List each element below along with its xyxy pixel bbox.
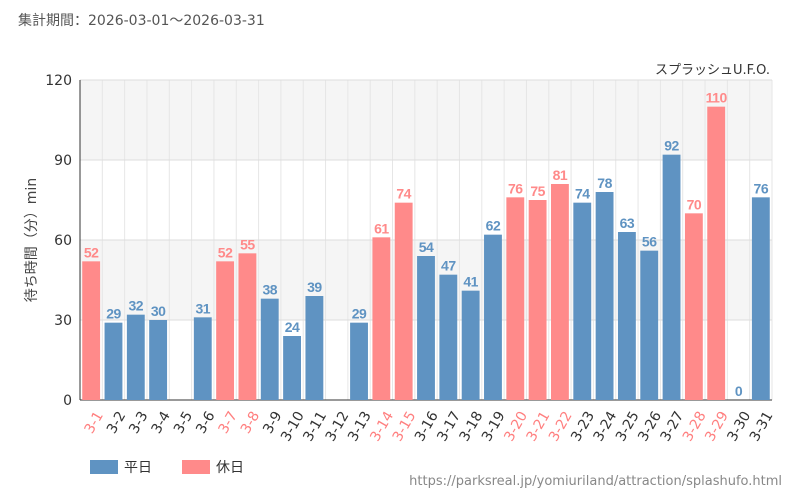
bar [372,237,391,400]
bar-value-label: 30 [151,303,166,319]
bar-value-label: 52 [84,244,99,260]
y-tick-label: 30 [54,313,72,329]
bar-value-label: 39 [307,279,322,295]
bar-value-label: 29 [106,306,121,322]
bar [216,261,235,400]
bar [506,197,525,400]
bar [640,250,659,400]
bar-value-label: 74 [396,186,411,202]
bar-value-label: 47 [441,258,456,274]
x-tick-label: 3-1 [82,409,107,437]
bar-value-label: 92 [664,138,679,154]
bar-value-label: 24 [285,319,300,335]
bar [528,200,547,400]
x-tick-label: 3-8 [238,409,263,437]
bar [305,296,324,400]
bar [394,202,413,400]
bar [283,336,301,400]
period-text: 集計期間：2026-03-01～2026-03-31 [18,13,265,29]
bar [126,314,145,400]
bar-value-label: 70 [687,196,702,212]
bar-value-label: 110 [706,90,728,106]
bar-value-label: 61 [374,220,389,236]
legend-swatch-weekday [90,460,118,474]
x-tick-label: 3-5 [171,409,196,437]
bar-value-label: 78 [597,175,612,191]
bar [82,261,101,400]
chart-title: スプラッシュU.F.O. [655,63,770,78]
bar [595,192,614,400]
legend: 平日 休日 [90,457,244,477]
legend-label-holiday: 休日 [216,460,244,476]
y-tick-label: 0 [63,393,72,409]
bar-value-label: 81 [553,167,568,183]
x-tick-label: 3-4 [149,409,174,437]
bar-value-label: 32 [129,298,144,314]
bar-value-label: 62 [486,218,501,234]
bar-value-label: 41 [463,274,478,290]
bar [193,317,212,400]
bar [707,106,726,401]
bar [662,154,681,400]
bar [551,184,569,400]
bar-value-label: 76 [754,180,769,196]
bar [104,322,123,400]
bar-value-label: 29 [352,306,367,322]
bar-value-label: 38 [262,282,277,298]
bar [149,320,168,400]
bar [573,202,592,400]
bar [238,253,257,400]
bar [461,290,480,400]
bar [684,213,703,400]
x-tick-label: 3-31 [747,409,777,445]
legend-swatch-holiday [182,460,210,474]
bar [350,322,368,400]
legend-label-weekday: 平日 [124,460,152,476]
bar [484,234,502,400]
bar-value-label: 54 [419,239,434,255]
bar [617,232,636,400]
plot-band [80,160,772,240]
y-tick-label: 120 [45,73,72,89]
legend-item-weekday: 平日 [90,457,152,477]
legend-item-holiday: 休日 [182,457,244,477]
bar-value-label: 55 [240,236,255,252]
bar-value-label: 75 [530,183,545,199]
x-tick-label: 3-3 [126,409,151,437]
x-tick-label: 3-7 [216,409,241,437]
bar [751,197,770,400]
bar-value-label: 63 [620,215,635,231]
bar-value-label: 31 [195,300,210,316]
y-tick-label: 90 [54,153,72,169]
bar [260,298,279,400]
x-tick-label: 3-2 [104,409,129,437]
bar [439,274,458,400]
bar-value-label: 74 [575,186,590,202]
bar-value-label: 0 [735,383,743,399]
bar-value-label: 56 [642,234,657,250]
plot-band [80,80,772,160]
bar-value-label: 52 [218,244,233,260]
bar [417,256,435,400]
bar-value-label: 76 [508,180,523,196]
x-tick-label: 3-6 [193,409,218,437]
y-axis-label: 待ち時間（分）min [24,178,40,302]
y-tick-label: 60 [54,233,72,249]
source-url[interactable]: https://parksreal.jp/yomiuriland/attract… [409,474,782,489]
